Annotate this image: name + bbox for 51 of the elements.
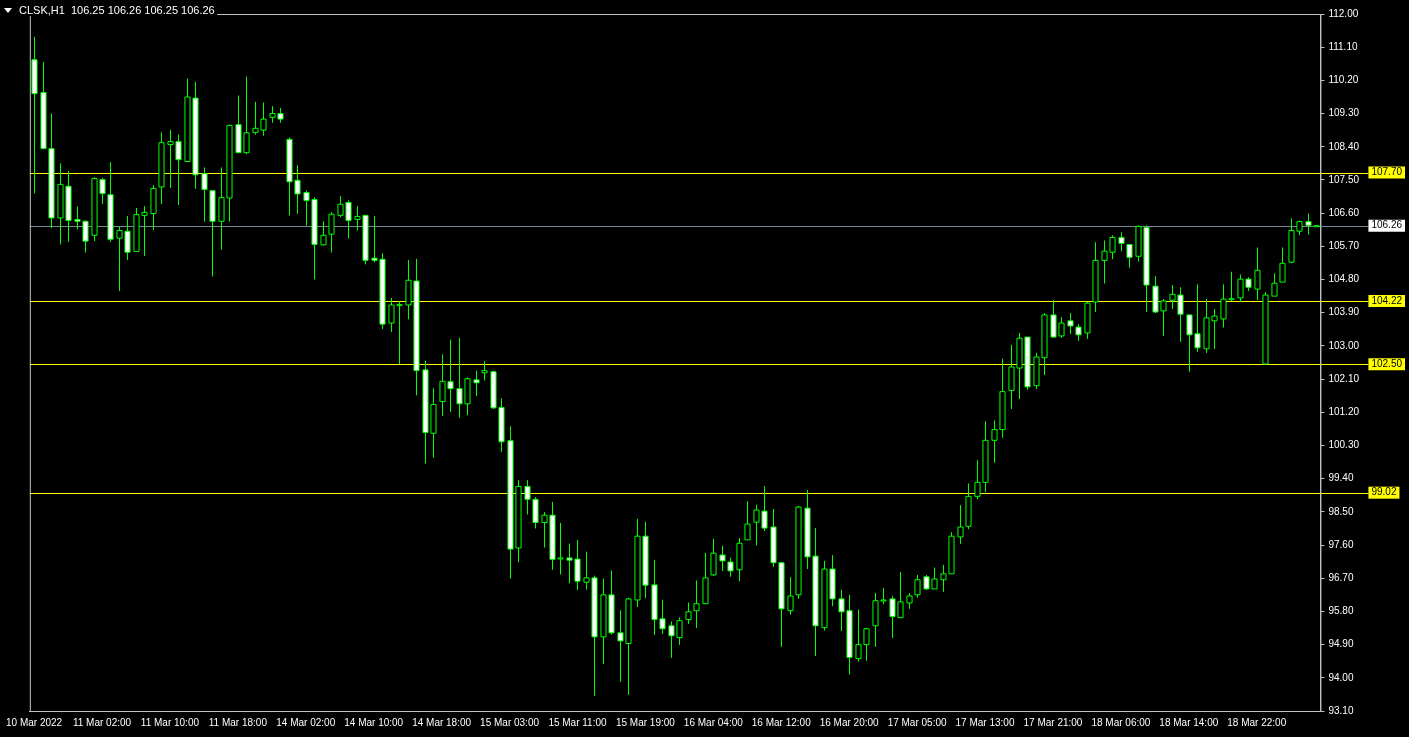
y-tick-label: 106.60 [1328,206,1360,218]
y-tick-label: 107.50 [1328,173,1360,185]
y-tick-label: 103.90 [1328,306,1360,318]
y-tick-label: 101.20 [1328,406,1360,418]
y-tick-label: 110.20 [1328,74,1359,86]
y-tick-label: 109.30 [1328,107,1360,119]
y-tick-label: 104.80 [1328,273,1360,285]
x-tick-label: 18 Mar 14:00 [1159,716,1219,728]
ref-line-label: 104.22 [1371,294,1403,306]
y-tick-label: 94.90 [1328,638,1354,650]
y-tick-label: 100.30 [1328,439,1360,451]
x-tick-label: 11 Mar 02:00 [72,716,132,728]
x-tick-label: 14 Mar 10:00 [344,716,404,728]
x-tick-label: 11 Mar 18:00 [208,716,268,728]
candlestick [1118,231,1125,252]
y-tick-label: 93.10 [1328,704,1354,716]
y-tick-label: 112.00 [1328,7,1359,19]
x-tick-label: 10 Mar 2022 [6,716,63,728]
ref-line-label: 107.70 [1371,166,1403,178]
x-tick-label: 16 Mar 12:00 [751,716,812,728]
x-tick-label: 17 Mar 13:00 [955,716,1015,728]
y-tick-label: 99.40 [1328,472,1354,484]
x-tick-label: 17 Mar 21:00 [1023,716,1083,728]
ref-line-label: 99.02 [1371,486,1397,498]
y-tick-label: 94.00 [1328,671,1354,683]
x-tick-label: 18 Mar 06:00 [1091,716,1151,728]
y-tick-label: 96.70 [1328,571,1354,583]
chart-title: CLSK,H1 106.25 106.26 106.25 106.26 [17,4,217,16]
x-tick-label: 16 Mar 04:00 [683,716,744,728]
y-tick-label: 102.10 [1328,372,1360,384]
x-tick-label: 15 Mar 11:00 [548,716,608,728]
x-tick-label: 18 Mar 22:00 [1227,716,1287,728]
x-tick-label: 17 Mar 05:00 [887,716,947,728]
candlestick [209,190,216,278]
x-tick-label: 14 Mar 02:00 [276,716,336,728]
ref-line-label: 102.50 [1371,358,1403,370]
y-tick-label: 105.70 [1328,240,1360,252]
x-tick-label: 16 Mar 20:00 [819,716,880,728]
ref-line-label: 106.26 [1371,219,1403,231]
candlestick [107,161,114,243]
y-tick-label: 97.60 [1328,538,1354,550]
x-tick-label: 14 Mar 18:00 [412,716,472,728]
y-tick-label: 111.10 [1328,40,1358,52]
x-tick-label: 15 Mar 03:00 [480,716,540,728]
y-tick-label: 98.50 [1328,505,1354,517]
y-tick-label: 103.00 [1328,339,1360,351]
x-tick-label: 11 Mar 10:00 [140,716,200,728]
y-tick-label: 108.40 [1328,140,1360,152]
x-tick-label: 15 Mar 19:00 [615,716,676,728]
candlestick [1126,243,1133,269]
y-tick-label: 95.80 [1328,605,1354,617]
